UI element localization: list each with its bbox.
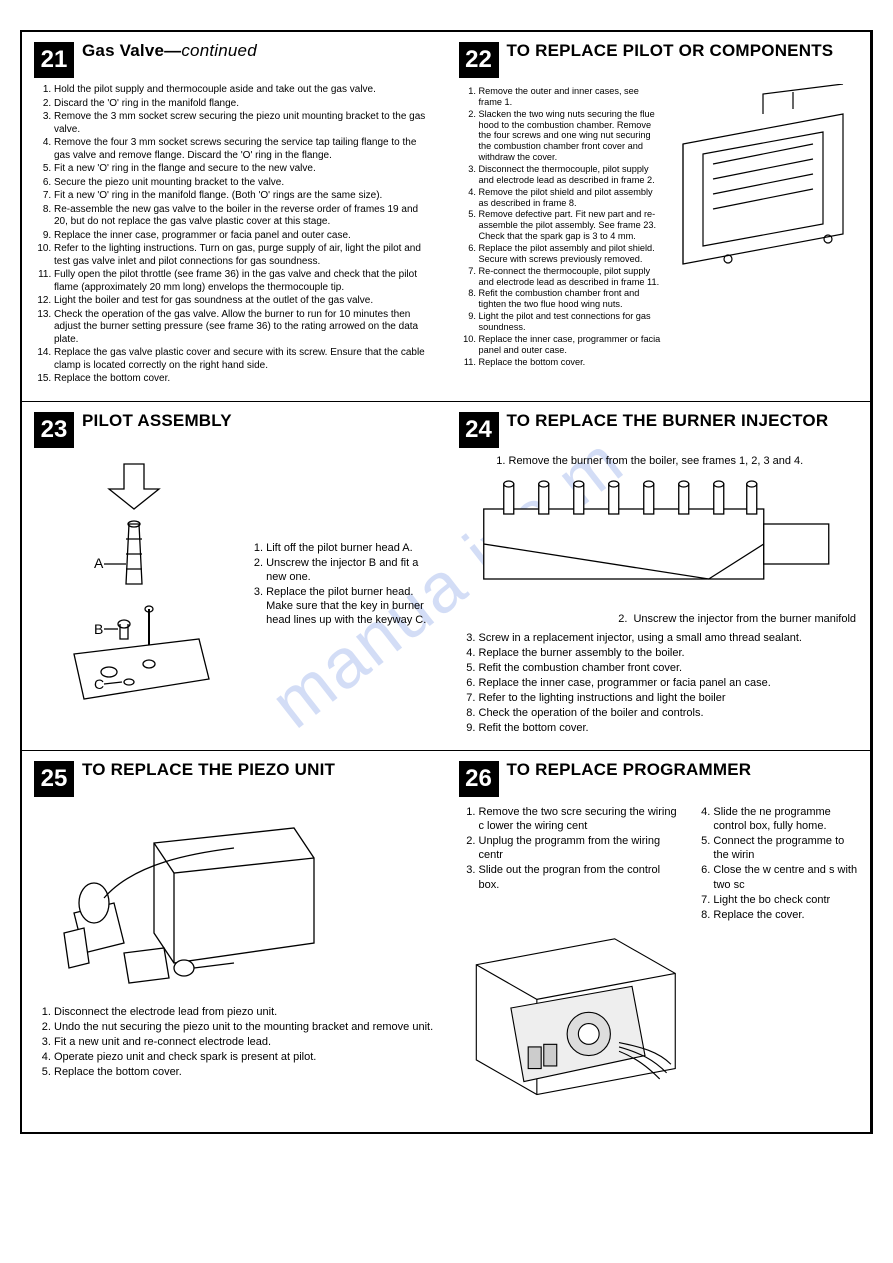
step-item: Slacken the two wing nuts securing the f… (479, 109, 664, 163)
step-item: Operate piezo unit and check spark is pr… (54, 1050, 435, 1064)
step-list: Screw in a replacement injector, using a… (459, 631, 859, 736)
step-item: Secure the piezo unit mounting bracket t… (54, 177, 435, 190)
label-c: C (94, 676, 104, 692)
diagram-combustion-chamber (673, 84, 858, 368)
step-item: Check the operation of the gas valve. Al… (54, 309, 435, 347)
panel-24: 24 TO REPLACE THE BURNER INJECTOR Remove… (447, 402, 872, 752)
step-item: Replace the bottom cover. (54, 373, 435, 386)
panel-number: 23 (34, 412, 74, 448)
step-item: Re-assemble the new gas valve to the boi… (54, 204, 435, 229)
step-item: Remove the outer and inner cases, see fr… (479, 86, 664, 108)
step-item: Hold the pilot supply and thermocouple a… (54, 84, 435, 97)
step-list-side: Slide the ne programme control box, full… (693, 805, 858, 1117)
manual-page: manua ive m 21 Gas Valve—continued Hold … (20, 30, 873, 1134)
step-item: Replace the inner case, programmer or fa… (479, 334, 664, 356)
panel-number: 21 (34, 42, 74, 78)
diagram-pilot-assembly: A B C (34, 454, 236, 714)
panel-number: 26 (459, 761, 499, 797)
step-item: Slide the ne programme control box, full… (713, 805, 858, 833)
step-list-top: Remove the burner from the boiler, see f… (489, 454, 859, 468)
step-item: Replace the gas valve plastic cover and … (54, 347, 435, 372)
step-item: Replace the burner assembly to the boile… (479, 646, 859, 660)
step-list-top: Remove the two scre securing the wiring … (459, 805, 684, 891)
step-item: Replace the pilot burner head. Make sure… (266, 585, 434, 627)
step-item: Replace the bottom cover. (54, 1065, 435, 1079)
step-item: Remove defective part. Fit new part and … (479, 209, 664, 242)
step-list: Disconnect the electrode lead from piezo… (34, 1005, 435, 1079)
step-item: Light the pilot and test connections for… (479, 311, 664, 333)
panel-23: 23 PILOT ASSEMBLY (22, 402, 447, 752)
step-item: Remove the two scre securing the wiring … (479, 805, 684, 833)
step-item: Remove the four 3 mm socket screws secur… (54, 137, 435, 162)
step-item: Refit the bottom cover. (479, 721, 859, 735)
title-continued: continued (181, 41, 257, 60)
piezo-diagram-icon (34, 803, 334, 1003)
step-item: Fit a new 'O' ring in the flange and sec… (54, 163, 435, 176)
label-a: A (94, 555, 104, 571)
step-item: Light the boiler and test for gas soundn… (54, 295, 435, 308)
diagram-piezo-unit (34, 803, 435, 1003)
step-item: Discard the 'O' ring in the manifold fla… (54, 98, 435, 111)
step-list: Lift off the pilot burner head A.Unscrew… (246, 541, 434, 628)
step-item: Check the operation of the boiler and co… (479, 706, 859, 720)
step-item: Replace the inner case, programmer or fa… (54, 230, 435, 243)
step-item: Refer to the lighting instructions. Turn… (54, 243, 435, 268)
step-item: Undo the nut securing the piezo unit to … (54, 1020, 435, 1034)
panel-number: 25 (34, 761, 74, 797)
panel-title: TO REPLACE PILOT OR COMPONENTS (507, 42, 834, 61)
panel-26: 26 TO REPLACE PROGRAMMER Remove the two … (447, 751, 872, 1131)
diagram-programmer: Remove the two scre securing the wiring … (459, 803, 684, 1117)
step-item: Replace the cover. (713, 908, 858, 922)
panel-title: TO REPLACE THE PIEZO UNIT (82, 761, 335, 780)
step-item: Lift off the pilot burner head A. (266, 541, 434, 555)
step-item: Replace the bottom cover. (479, 357, 664, 368)
step-item: Replace the pilot assembly and pilot shi… (479, 243, 664, 265)
panel-title: PILOT ASSEMBLY (82, 412, 232, 431)
step-item: Unscrew the injector B and fit a new one… (266, 556, 434, 584)
panel-21: 21 Gas Valve—continued Hold the pilot su… (22, 32, 447, 402)
step-item: Remove the pilot shield and pilot assemb… (479, 187, 664, 209)
programmer-diagram-icon (459, 898, 684, 1118)
step-item: Connect the programme to the wirin (713, 834, 858, 862)
diagram-burner-injector (459, 469, 859, 609)
pilot-assembly-diagram-icon: A B C (34, 454, 234, 714)
step-item: Screw in a replacement injector, using a… (479, 631, 859, 645)
step-item: Re-connect the thermocouple, pilot suppl… (479, 266, 664, 288)
step-item: Slide out the progran from the control b… (479, 863, 684, 891)
step-item: Light the bo check contr (713, 893, 858, 907)
label-b: B (94, 621, 103, 637)
step-item: Close the w centre and s with two sc (713, 863, 858, 891)
title-main: Gas Valve— (82, 41, 181, 60)
step-item: Fit a new 'O' ring in the manifold flang… (54, 190, 435, 203)
step-item: Remove the burner from the boiler, see f… (509, 454, 859, 468)
caption-text: Unscrew the injector from the burner man… (633, 613, 856, 625)
combustion-diagram-icon (673, 84, 853, 284)
step-item: Disconnect the electrode lead from piezo… (54, 1005, 435, 1019)
panel-title: TO REPLACE THE BURNER INJECTOR (507, 412, 829, 431)
panel-number: 22 (459, 42, 499, 78)
panel-title: TO REPLACE PROGRAMMER (507, 761, 752, 780)
step-item: Fit a new unit and re-connect electrode … (54, 1035, 435, 1049)
step-item: Fully open the pilot throttle (see frame… (54, 269, 435, 294)
caption-num: 2. (618, 613, 627, 625)
step-item: Refit the combustion chamber front and t… (479, 288, 664, 310)
step-item: Refit the combustion chamber front cover… (479, 661, 859, 675)
burner-diagram-icon (459, 469, 859, 609)
panel-number: 24 (459, 412, 499, 448)
step-item: Replace the inner case, programmer or fa… (479, 676, 859, 690)
step-item: Disconnect the thermocouple, pilot suppl… (479, 164, 664, 186)
step-list: Hold the pilot supply and thermocouple a… (34, 84, 435, 386)
step-item: Refer to the lighting instructions and l… (479, 691, 859, 705)
panel-22: 22 TO REPLACE PILOT OR COMPONENTS Remove… (447, 32, 872, 402)
panel-title: Gas Valve—continued (82, 42, 257, 61)
step-item: Unplug the programm from the wiring cent… (479, 834, 684, 862)
step-item: Remove the 3 mm socket screw securing th… (54, 111, 435, 136)
step-list: Remove the outer and inner cases, see fr… (459, 86, 664, 368)
panel-25: 25 TO REPLACE THE PIEZO UNIT (22, 751, 447, 1131)
